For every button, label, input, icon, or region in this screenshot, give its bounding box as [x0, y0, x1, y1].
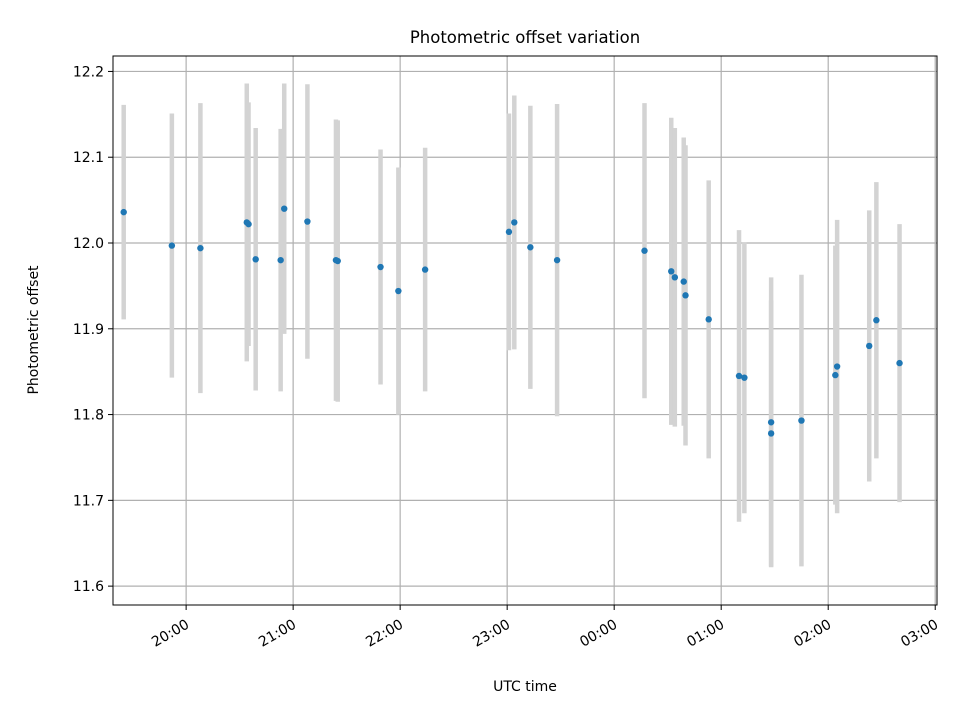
data-point	[680, 278, 687, 285]
data-point	[277, 256, 284, 264]
data-point	[120, 208, 127, 216]
data-point	[197, 244, 204, 252]
y-tick-label: 12.1	[73, 150, 104, 166]
data-point	[833, 363, 841, 370]
data-point	[741, 374, 748, 381]
data-point	[671, 274, 679, 281]
data-point	[421, 266, 429, 273]
data-point	[767, 419, 775, 426]
data-point	[767, 430, 775, 437]
data-point	[641, 247, 648, 254]
data-point	[252, 256, 259, 263]
data-point	[168, 242, 176, 249]
y-axis-ticks: 11.6 11.7 11.8 11.9 12.0 12.1 12.2	[73, 64, 113, 595]
y-tick-label: 12.2	[73, 64, 104, 80]
data-point	[281, 205, 288, 212]
data-point	[896, 359, 903, 367]
y-axis-label: Photometric offset	[26, 265, 42, 395]
x-axis-label: UTC time	[493, 679, 557, 695]
data-point	[395, 287, 402, 295]
y-tick-label: 12.0	[73, 236, 104, 252]
data-point	[873, 317, 880, 324]
data-point	[682, 292, 689, 299]
data-point	[304, 218, 311, 225]
data-point	[866, 342, 873, 350]
data-point	[377, 263, 384, 271]
y-tick-label: 11.7	[73, 493, 104, 509]
data-point	[245, 220, 252, 228]
chart-title: Photometric offset variation	[410, 28, 640, 47]
data-point	[705, 316, 712, 323]
y-tick-label: 11.9	[73, 322, 104, 338]
data-point	[832, 371, 839, 379]
data-point	[505, 228, 513, 236]
data-point	[668, 268, 675, 275]
data-point	[511, 219, 518, 226]
y-tick-label: 11.6	[73, 579, 104, 595]
data-point	[553, 256, 561, 264]
y-tick-label: 11.8	[73, 408, 104, 424]
plot-frame	[112, 55, 938, 606]
data-point	[735, 372, 743, 380]
data-points	[120, 205, 903, 437]
data-point	[798, 417, 805, 424]
data-point	[334, 257, 341, 265]
data-point	[527, 244, 534, 251]
